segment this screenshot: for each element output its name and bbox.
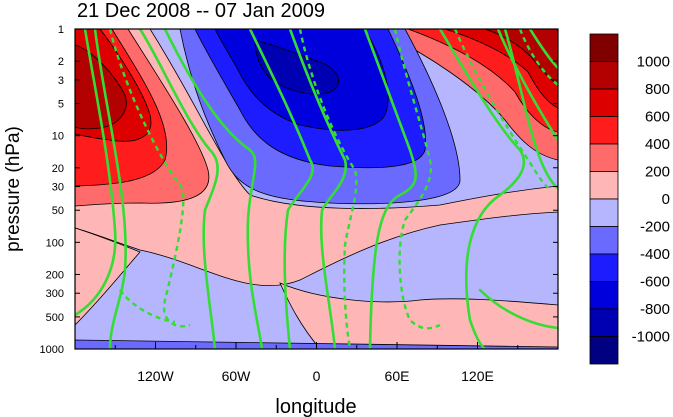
x-axis-label: longitude	[275, 396, 356, 417]
colorbar-label: -400	[640, 246, 670, 263]
colorbar-swatch	[589, 143, 619, 172]
overlay-contour-dashed	[393, 29, 441, 330]
x-tick-label: 0	[313, 368, 321, 384]
overlay-contour-solid	[248, 29, 314, 349]
overlay-contour-solid	[528, 29, 558, 70]
colorbar-label: 1000	[637, 54, 670, 71]
x-tick-label: 60W	[222, 368, 252, 384]
colorbar-label: -600	[640, 274, 670, 291]
colorbar-swatch	[589, 61, 619, 90]
colorbar-label: -800	[640, 301, 670, 318]
overlay-contour-solid	[138, 29, 219, 349]
x-axis: 120W 60W 0 60E 120E	[114, 342, 519, 384]
y-tick-label: 200	[46, 269, 64, 281]
colorbar-swatch	[589, 281, 619, 310]
colorbar-label: 800	[645, 81, 670, 98]
y-tick-label: 5	[58, 99, 64, 111]
colorbar-label: 400	[645, 136, 670, 153]
y-tick-label: 20	[52, 163, 64, 175]
filled-contour-layer	[75, 29, 558, 349]
overlay-contour-solid	[496, 29, 558, 142]
y-tick-label: 500	[46, 312, 64, 324]
x-tick-label: 120E	[461, 368, 494, 384]
overlay-contour-solid	[93, 29, 127, 349]
y-tick-label: 300	[46, 288, 64, 300]
overlay-contour-dashed	[108, 29, 191, 328]
overlay-contour-solid	[438, 29, 526, 349]
overlay-contour-solid	[478, 288, 558, 330]
x-tick-label: 60E	[385, 368, 410, 384]
colorbar-label: -200	[640, 219, 670, 236]
y-axis: 1 2 3 5 10 20 30 50 100 200 300 500 1000	[40, 24, 558, 356]
chart-title: 21 Dec 2008 -- 07 Jan 2009	[77, 0, 325, 22]
colorbar-label: 200	[645, 164, 670, 181]
plot-area	[75, 29, 558, 349]
colorbar: 1000 800 600 400 200 0 -200 -400 -600 -800 -1000	[589, 33, 670, 365]
filled-contour-region	[75, 44, 127, 130]
y-tick-label: 50	[52, 205, 64, 217]
colorbar-label: 600	[645, 109, 670, 126]
overlay-contour-solid	[288, 29, 348, 349]
overlay-contour-solid	[363, 29, 417, 349]
y-axis-label: pressure (hPa)	[3, 126, 24, 252]
colorbar-swatch	[589, 198, 619, 227]
x-tick-label: 120W	[137, 368, 174, 384]
y-tick-label: 30	[52, 182, 64, 194]
overlay-contour-solid	[75, 29, 117, 317]
colorbar-swatch	[589, 171, 619, 200]
colorbar-swatch	[589, 33, 619, 62]
overlay-contour-dashed	[518, 29, 558, 86]
colorbar-swatch	[589, 226, 619, 255]
y-tick-label: 1	[58, 24, 64, 36]
colorbar-swatch	[589, 253, 619, 282]
colorbar-label: -1000	[632, 329, 670, 346]
overlay-contour-layer	[75, 29, 558, 349]
y-tick-label: 2	[58, 56, 64, 68]
y-tick-label: 10	[52, 131, 64, 143]
colorbar-swatch	[589, 336, 619, 365]
filled-contour-region	[279, 282, 558, 349]
overlay-contour-solid	[163, 29, 264, 349]
colorbar-swatch	[589, 116, 619, 145]
overlay-contour-dashed	[298, 29, 358, 349]
colorbar-label: 0	[662, 191, 670, 208]
overlay-contour-dashed	[453, 29, 549, 189]
colorbar-swatch	[589, 308, 619, 337]
y-tick-label: 3	[58, 75, 64, 87]
y-tick-label: 100	[46, 237, 64, 249]
y-tick-label: 1000	[40, 344, 64, 356]
colorbar-swatch	[589, 88, 619, 117]
